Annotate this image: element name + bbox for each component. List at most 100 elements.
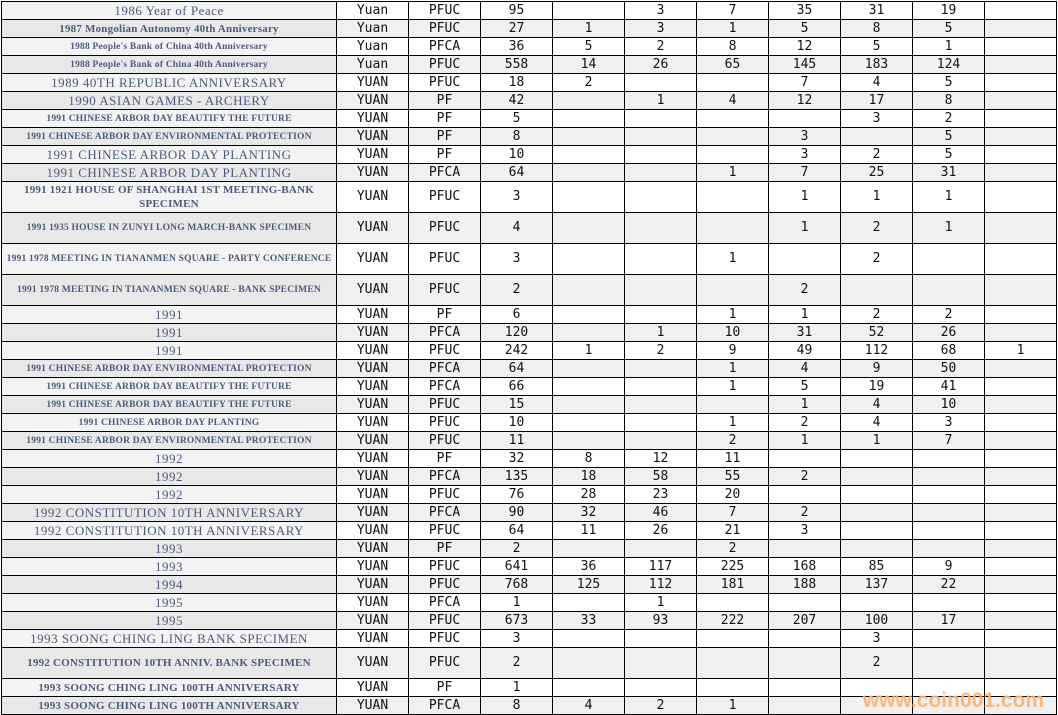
cell-count[interactable] [912, 696, 985, 715]
cell-count[interactable] [696, 212, 769, 244]
cell-count[interactable] [552, 1, 625, 20]
cell-name[interactable]: 1991 1978 MEETING IN TIANANMEN SQUARE - … [1, 274, 337, 306]
cell-count[interactable] [840, 274, 913, 306]
cell-total[interactable]: 3 [480, 629, 553, 648]
cell-count[interactable]: 1 [552, 19, 625, 38]
cell-count[interactable] [624, 305, 697, 324]
cell-count[interactable]: 4 [552, 696, 625, 715]
cell-total[interactable]: 42 [480, 91, 553, 110]
cell-count[interactable]: 3 [912, 413, 985, 432]
cell-name[interactable]: 1991 [1, 323, 337, 342]
cell-name[interactable]: 1991 1935 HOUSE IN ZUNYI LONG MARCH-BANK… [1, 212, 337, 244]
cell-type[interactable]: PFCA [408, 503, 481, 522]
cell-count[interactable]: 19 [912, 1, 985, 20]
cell-count[interactable] [768, 678, 841, 697]
cell-count[interactable]: 112 [840, 341, 913, 360]
cell-count[interactable] [984, 611, 1057, 630]
cell-name[interactable]: 1991 1978 MEETING IN TIANANMEN SQUARE - … [1, 243, 337, 275]
cell-type[interactable]: PFUC [408, 55, 481, 74]
cell-count[interactable]: 188 [768, 575, 841, 594]
cell-count[interactable] [984, 696, 1057, 715]
cell-name[interactable]: 1986 Year of Peace [1, 1, 337, 20]
cell-unit[interactable]: YUAN [336, 212, 409, 244]
cell-count[interactable]: 5 [912, 19, 985, 38]
cell-count[interactable] [912, 467, 985, 486]
cell-count[interactable] [552, 395, 625, 414]
cell-unit[interactable]: YUAN [336, 678, 409, 697]
cell-name[interactable]: 1994 [1, 575, 337, 594]
cell-count[interactable]: 1 [840, 431, 913, 450]
cell-count[interactable] [912, 243, 985, 275]
cell-count[interactable] [984, 359, 1057, 378]
cell-count[interactable] [840, 696, 913, 715]
cell-count[interactable] [624, 377, 697, 396]
cell-count[interactable] [912, 629, 985, 648]
cell-count[interactable] [624, 431, 697, 450]
cell-name[interactable]: 1991 [1, 341, 337, 360]
cell-count[interactable] [912, 539, 985, 558]
cell-count[interactable]: 3 [768, 145, 841, 164]
cell-type[interactable]: PFCA [408, 377, 481, 396]
cell-count[interactable]: 3 [768, 521, 841, 540]
cell-count[interactable]: 8 [696, 37, 769, 56]
cell-total[interactable]: 76 [480, 485, 553, 504]
cell-count[interactable] [552, 431, 625, 450]
cell-count[interactable] [552, 647, 625, 679]
cell-type[interactable]: PF [408, 127, 481, 146]
cell-count[interactable]: 1 [768, 431, 841, 450]
cell-count[interactable] [840, 127, 913, 146]
cell-unit[interactable]: YUAN [336, 359, 409, 378]
cell-count[interactable]: 3 [840, 629, 913, 648]
cell-total[interactable]: 4 [480, 212, 553, 244]
cell-type[interactable]: PFUC [408, 611, 481, 630]
cell-unit[interactable]: YUAN [336, 696, 409, 715]
cell-type[interactable]: PFUC [408, 341, 481, 360]
cell-type[interactable]: PF [408, 91, 481, 110]
cell-count[interactable] [696, 629, 769, 648]
cell-count[interactable] [624, 678, 697, 697]
cell-count[interactable]: 100 [840, 611, 913, 630]
cell-count[interactable]: 17 [912, 611, 985, 630]
cell-count[interactable] [984, 629, 1057, 648]
cell-count[interactable]: 2 [912, 305, 985, 324]
cell-name[interactable]: 1992 [1, 449, 337, 468]
cell-type[interactable]: PFUC [408, 485, 481, 504]
cell-count[interactable]: 1 [624, 593, 697, 612]
cell-name[interactable]: 1991 CHINESE ARBOR DAY ENVIRONMENTAL PRO… [1, 431, 337, 450]
cell-count[interactable] [984, 485, 1057, 504]
cell-count[interactable] [624, 539, 697, 558]
cell-count[interactable]: 181 [696, 575, 769, 594]
cell-unit[interactable]: YUAN [336, 647, 409, 679]
cell-count[interactable]: 2 [768, 467, 841, 486]
cell-type[interactable]: PFUC [408, 395, 481, 414]
cell-count[interactable] [624, 359, 697, 378]
cell-count[interactable] [984, 274, 1057, 306]
cell-count[interactable]: 168 [768, 557, 841, 576]
cell-count[interactable] [840, 521, 913, 540]
cell-count[interactable] [984, 127, 1057, 146]
cell-count[interactable]: 222 [696, 611, 769, 630]
cell-total[interactable]: 10 [480, 145, 553, 164]
cell-count[interactable] [984, 73, 1057, 92]
cell-count[interactable] [624, 274, 697, 306]
cell-count[interactable] [624, 145, 697, 164]
cell-count[interactable]: 1 [768, 181, 841, 213]
cell-count[interactable]: 1 [912, 181, 985, 213]
cell-count[interactable]: 26 [624, 55, 697, 74]
cell-count[interactable]: 7 [696, 1, 769, 20]
cell-count[interactable] [840, 449, 913, 468]
cell-count[interactable] [552, 678, 625, 697]
cell-count[interactable]: 33 [552, 611, 625, 630]
cell-count[interactable] [984, 243, 1057, 275]
cell-type[interactable]: PF [408, 305, 481, 324]
cell-unit[interactable]: YUAN [336, 521, 409, 540]
cell-count[interactable] [912, 503, 985, 522]
cell-count[interactable] [552, 109, 625, 128]
cell-count[interactable]: 5 [768, 19, 841, 38]
cell-name[interactable]: 1993 [1, 557, 337, 576]
cell-unit[interactable]: YUAN [336, 593, 409, 612]
cell-name[interactable]: 1991 CHINESE ARBOR DAY ENVIRONMENTAL PRO… [1, 359, 337, 378]
cell-name[interactable]: 1991 [1, 305, 337, 324]
cell-type[interactable]: PFUC [408, 243, 481, 275]
cell-total[interactable]: 18 [480, 73, 553, 92]
